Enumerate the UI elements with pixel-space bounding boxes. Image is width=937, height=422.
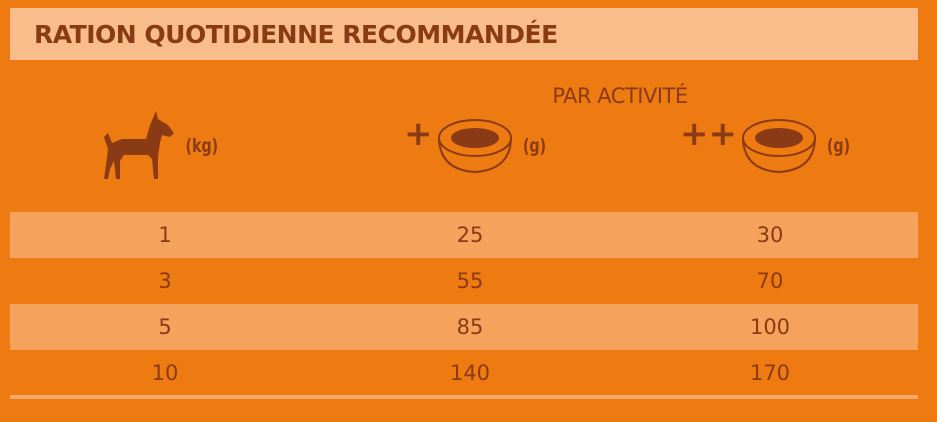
weight-cell: 5 [158, 315, 172, 339]
weight-unit: (kg) [185, 135, 219, 157]
ration-plus-plus-cell: 30 [756, 223, 784, 247]
header-weight: (kg) [98, 106, 224, 186]
ration-plus-plus-cell: 100 [749, 315, 791, 339]
plus-plus-sign: ++ [680, 114, 737, 154]
title-bar: RATION QUOTIDIENNE RECOMMANDÉE [10, 8, 918, 60]
table-title: RATION QUOTIDIENNE RECOMMANDÉE [34, 20, 558, 49]
header-activity-plus-plus: ++ (g) [680, 106, 854, 186]
table-row: 3 55 70 [10, 258, 918, 304]
ration-plus-cell: 85 [456, 315, 484, 339]
weight-cell: 1 [158, 223, 172, 247]
food-bowl-icon [437, 119, 512, 174]
grams-unit: (g) [522, 135, 546, 157]
grams-unit: (g) [826, 135, 851, 157]
table-row: 1 25 30 [10, 212, 918, 258]
ration-plus-plus-cell: 170 [749, 361, 791, 385]
weight-cell: 3 [158, 269, 172, 293]
dog-icon [104, 111, 174, 179]
table-row: 10 140 170 [10, 350, 918, 396]
ration-plus-cell: 55 [456, 269, 484, 293]
food-bowl-icon [741, 119, 816, 174]
table-row: 5 85 100 [10, 304, 918, 350]
ration-plus-plus-cell: 70 [756, 269, 784, 293]
ration-plus-cell: 140 [449, 361, 491, 385]
bottom-divider [10, 395, 918, 399]
plus-sign: + [404, 114, 433, 154]
weight-cell: 10 [151, 361, 179, 385]
header-activity-plus: + (g) [404, 106, 549, 186]
activity-subtitle: PAR ACTIVITÉ [552, 84, 688, 108]
ration-plus-cell: 25 [456, 223, 484, 247]
